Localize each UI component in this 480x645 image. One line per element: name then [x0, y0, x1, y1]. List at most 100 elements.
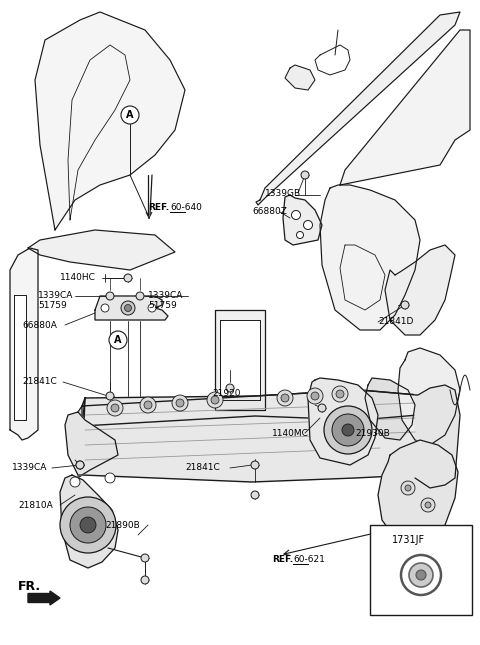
- Polygon shape: [378, 440, 458, 545]
- Text: FR.: FR.: [18, 580, 41, 593]
- Polygon shape: [78, 406, 82, 478]
- Circle shape: [251, 491, 259, 499]
- Text: 1339CA: 1339CA: [148, 292, 183, 301]
- Circle shape: [148, 304, 156, 312]
- Circle shape: [60, 497, 116, 553]
- Circle shape: [336, 390, 344, 398]
- Text: 1339CA: 1339CA: [38, 292, 73, 301]
- Polygon shape: [95, 296, 168, 320]
- Circle shape: [101, 304, 109, 312]
- Circle shape: [301, 171, 309, 179]
- Polygon shape: [215, 310, 265, 410]
- Circle shape: [332, 386, 348, 402]
- Circle shape: [141, 576, 149, 584]
- Circle shape: [226, 384, 234, 392]
- Text: 21890B: 21890B: [105, 521, 140, 530]
- Polygon shape: [35, 12, 185, 230]
- Circle shape: [281, 394, 289, 402]
- Text: 21841C: 21841C: [185, 464, 220, 473]
- FancyArrow shape: [28, 591, 60, 605]
- Circle shape: [106, 292, 114, 300]
- Circle shape: [106, 392, 114, 400]
- Polygon shape: [398, 348, 460, 445]
- Circle shape: [291, 210, 300, 219]
- Text: 60-640: 60-640: [170, 204, 202, 212]
- Text: 21841D: 21841D: [378, 317, 413, 326]
- Text: 66880A: 66880A: [22, 321, 57, 330]
- Text: 1731JF: 1731JF: [392, 535, 425, 545]
- Circle shape: [107, 400, 123, 416]
- Circle shape: [109, 331, 127, 349]
- Circle shape: [303, 221, 312, 230]
- Text: 66880Z: 66880Z: [252, 208, 287, 217]
- Circle shape: [425, 502, 431, 508]
- Circle shape: [124, 274, 132, 282]
- Circle shape: [140, 397, 156, 413]
- Circle shape: [144, 401, 152, 409]
- Circle shape: [70, 507, 106, 543]
- Polygon shape: [320, 185, 420, 330]
- Circle shape: [141, 554, 149, 562]
- Circle shape: [172, 395, 188, 411]
- Circle shape: [421, 498, 435, 512]
- Polygon shape: [82, 390, 418, 482]
- Circle shape: [207, 392, 223, 408]
- Circle shape: [409, 563, 433, 587]
- Circle shape: [401, 301, 409, 309]
- Text: REF.: REF.: [272, 555, 293, 564]
- Text: REF.: REF.: [148, 204, 169, 212]
- Circle shape: [324, 406, 372, 454]
- Text: 1140HC: 1140HC: [60, 273, 96, 283]
- Circle shape: [277, 390, 293, 406]
- Text: 1339GB: 1339GB: [265, 188, 301, 197]
- Circle shape: [416, 570, 426, 580]
- Polygon shape: [82, 390, 418, 426]
- Circle shape: [311, 392, 319, 400]
- Circle shape: [70, 477, 80, 487]
- Polygon shape: [283, 195, 322, 245]
- Circle shape: [105, 473, 115, 483]
- Text: 21930B: 21930B: [355, 428, 390, 437]
- Text: A: A: [126, 110, 134, 120]
- Polygon shape: [14, 295, 26, 420]
- Circle shape: [121, 301, 135, 315]
- Circle shape: [401, 555, 441, 595]
- Text: 21810A: 21810A: [18, 501, 53, 510]
- Text: 21920: 21920: [212, 388, 240, 397]
- Polygon shape: [65, 412, 118, 475]
- Text: A: A: [114, 335, 122, 345]
- Polygon shape: [385, 245, 455, 335]
- Text: 21841C: 21841C: [22, 377, 57, 386]
- Polygon shape: [28, 230, 175, 270]
- Polygon shape: [365, 378, 415, 440]
- Text: 60-621: 60-621: [293, 555, 325, 564]
- Circle shape: [297, 232, 303, 239]
- Bar: [370, 525, 472, 615]
- Polygon shape: [10, 248, 38, 440]
- Circle shape: [111, 404, 119, 412]
- Circle shape: [342, 424, 354, 436]
- Text: 51759: 51759: [148, 301, 177, 310]
- Circle shape: [307, 388, 323, 404]
- Circle shape: [405, 485, 411, 491]
- Text: 1140MC: 1140MC: [272, 428, 309, 437]
- Circle shape: [76, 461, 84, 469]
- Circle shape: [332, 414, 364, 446]
- Text: 1339CA: 1339CA: [12, 464, 48, 473]
- Polygon shape: [308, 378, 378, 465]
- Circle shape: [318, 404, 326, 412]
- Circle shape: [251, 461, 259, 469]
- Text: 51759: 51759: [38, 301, 67, 310]
- Circle shape: [80, 517, 96, 533]
- Circle shape: [211, 396, 219, 404]
- Circle shape: [136, 292, 144, 300]
- Circle shape: [401, 481, 415, 495]
- Circle shape: [176, 399, 184, 407]
- Polygon shape: [415, 385, 460, 488]
- Polygon shape: [256, 12, 460, 205]
- Circle shape: [76, 461, 84, 469]
- Polygon shape: [285, 65, 315, 90]
- Polygon shape: [60, 475, 118, 568]
- Circle shape: [121, 106, 139, 124]
- Circle shape: [124, 304, 132, 312]
